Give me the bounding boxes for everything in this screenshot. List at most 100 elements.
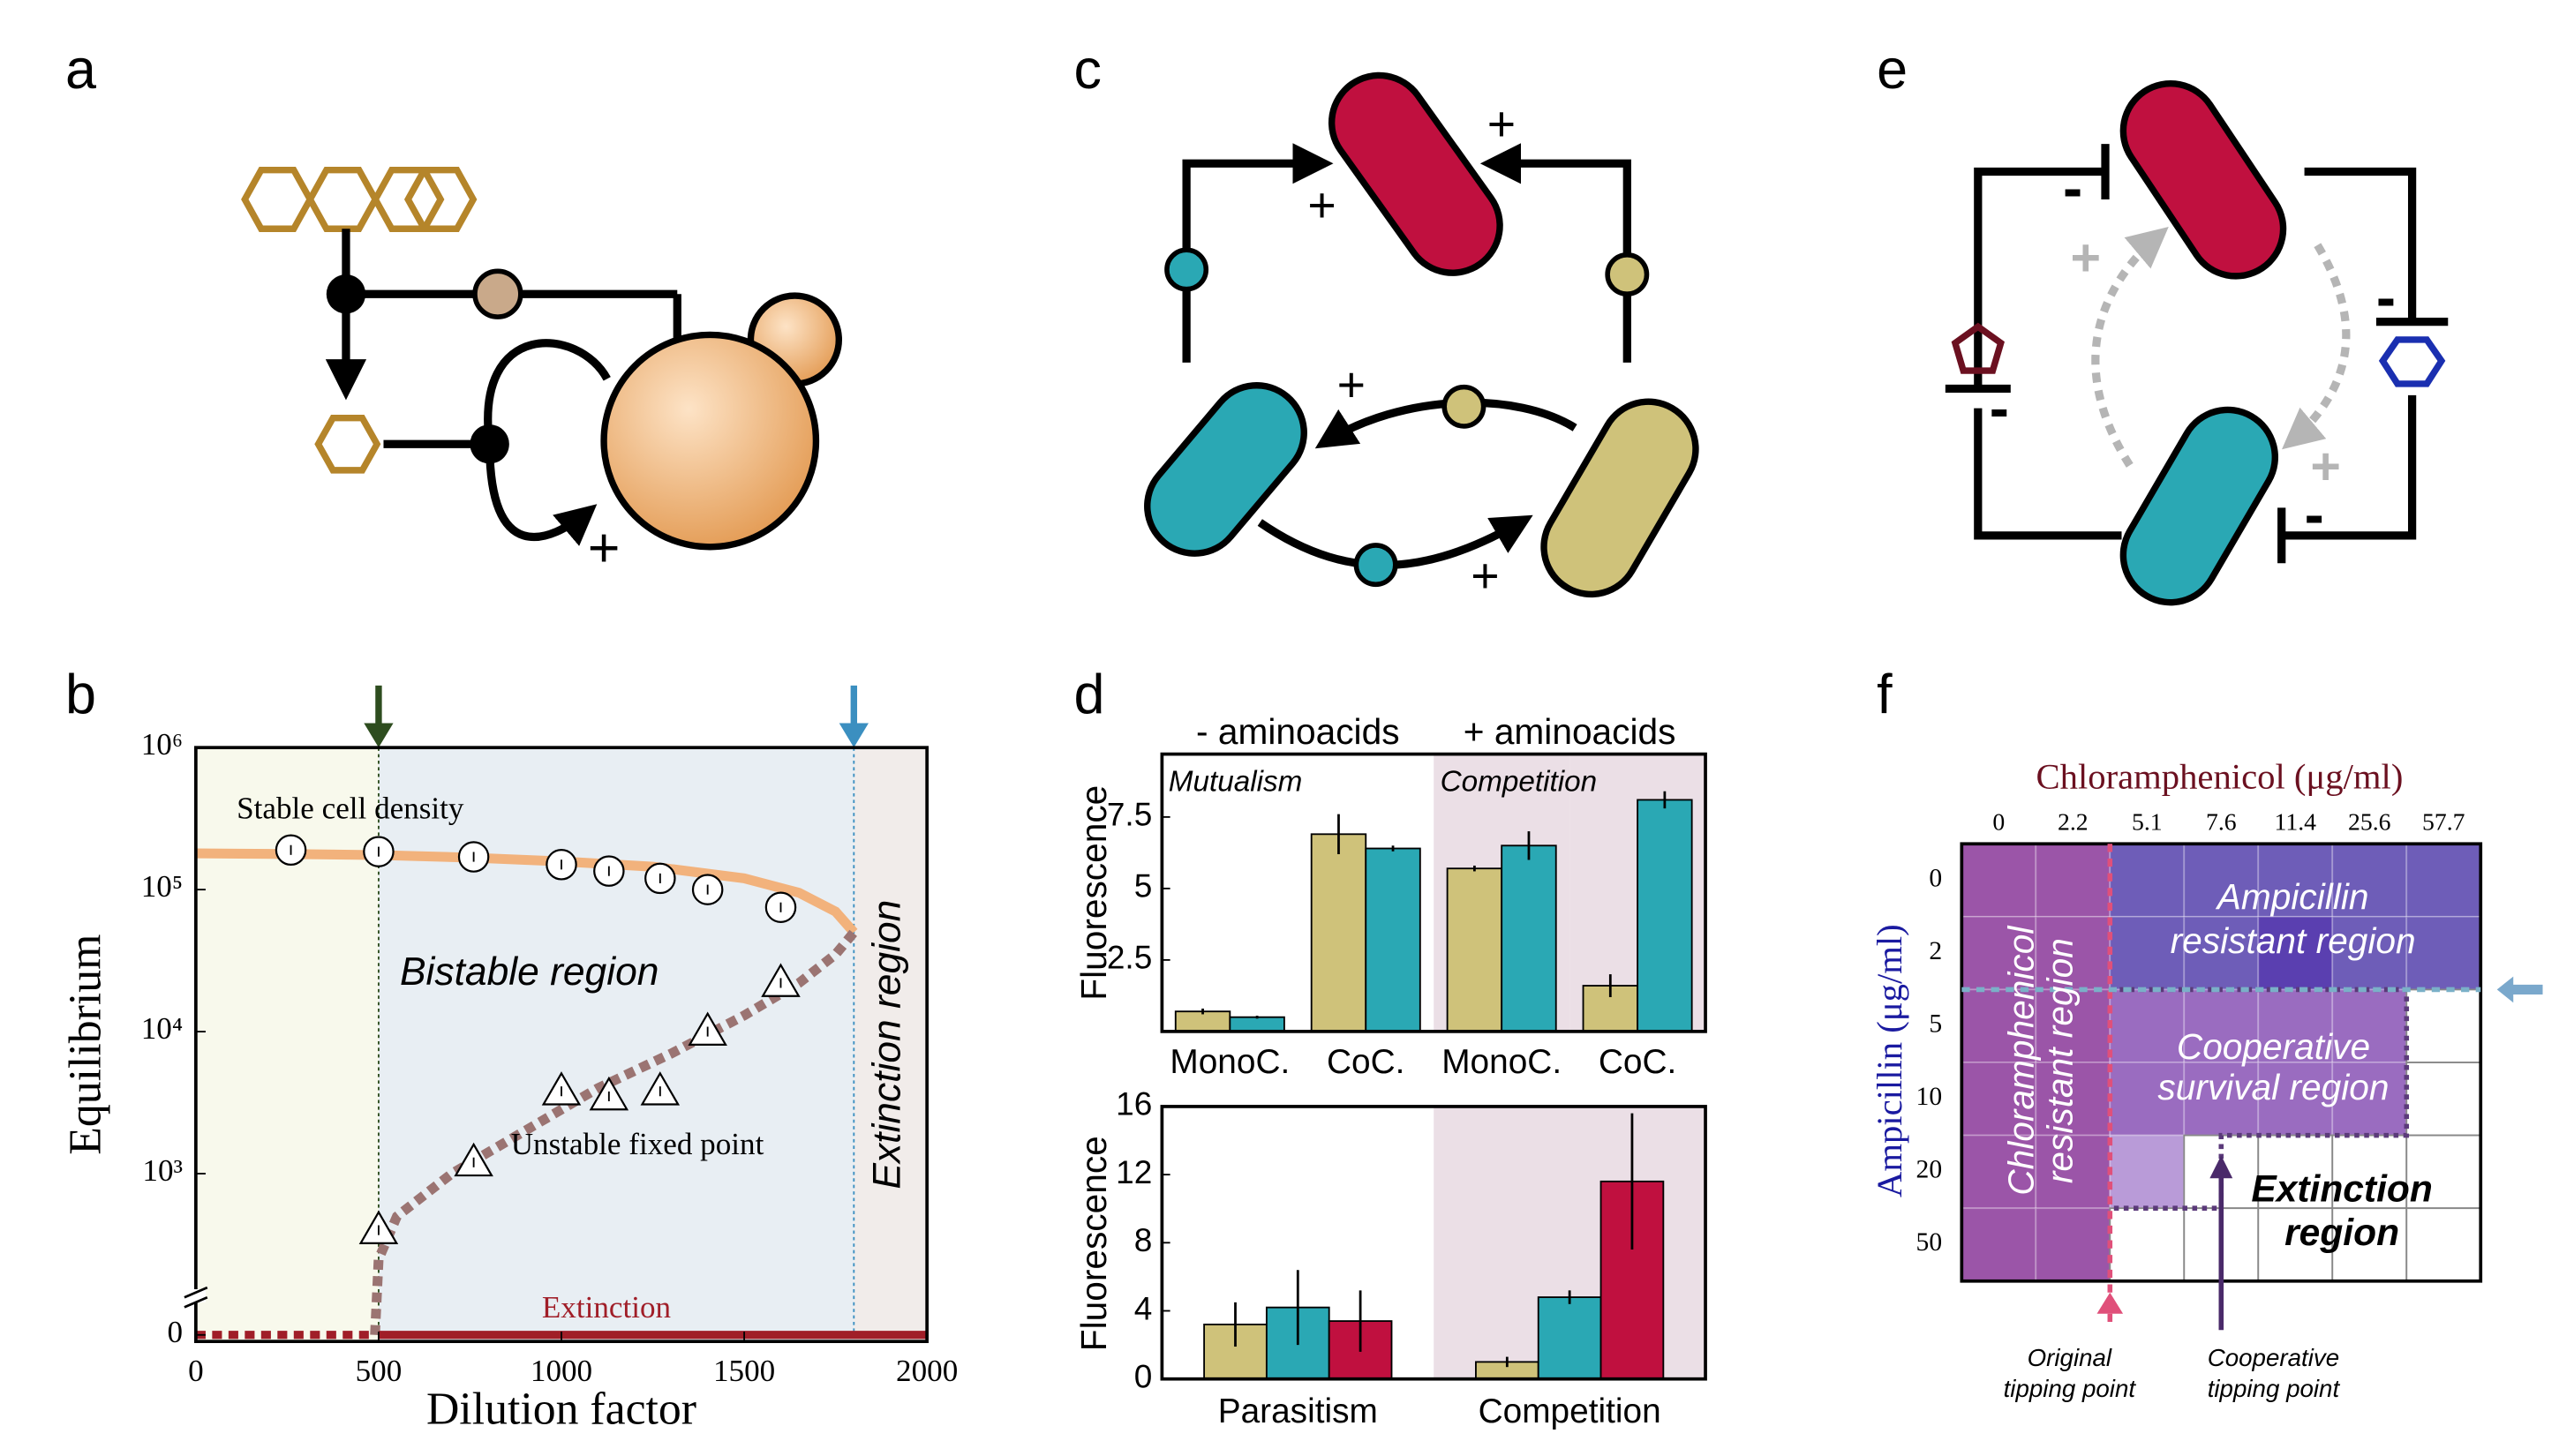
x-tick-label: Competition <box>1479 1392 1661 1430</box>
y-axis-label: Fluorescence <box>1073 785 1114 1001</box>
bar <box>1310 833 1367 1032</box>
sign: - <box>2305 483 2324 548</box>
x-tick-label: 0 <box>188 1354 204 1388</box>
grid-cell <box>2183 988 2260 1063</box>
y-tick-label: 7.5 <box>1107 797 1152 833</box>
y-tick-label: 2.5 <box>1107 940 1152 976</box>
cooperative-outline <box>2110 987 2410 1211</box>
y-tick-label: 10⁴ <box>141 1011 183 1046</box>
grid-cell <box>2109 915 2186 991</box>
annotation: Unstable fixed point <box>511 1127 764 1161</box>
diagram-e <box>1945 80 2449 606</box>
column-label: 5.1 <box>2132 807 2163 835</box>
grid-cell <box>2405 1062 2482 1137</box>
section-label: Mutualism <box>1169 766 1303 799</box>
row-label: 2 <box>1929 937 1942 965</box>
sign: + <box>2071 228 2102 287</box>
annotation: Bistable region <box>400 950 659 994</box>
original-tipping-arrow <box>2096 1292 2124 1314</box>
row-label: 10 <box>1916 1083 1943 1111</box>
sign: + <box>2310 437 2341 496</box>
section-label: Competition <box>1441 766 1598 799</box>
x-tick-label: CoC. <box>1327 1043 1404 1081</box>
sign: + <box>1487 96 1516 151</box>
diagram-c <box>1144 71 1699 598</box>
x-tick-label: 1000 <box>531 1354 592 1388</box>
bar <box>1229 1016 1285 1032</box>
grid-cell <box>1961 1134 2037 1210</box>
annotation: Stable cell density <box>237 791 464 825</box>
grid-cell <box>2109 843 2186 918</box>
bar <box>1174 1010 1231 1032</box>
grid-cell <box>2109 1062 2186 1137</box>
y-axis-label: Equilibrium <box>61 934 111 1155</box>
region <box>378 747 854 1342</box>
y-tick-label: 10⁵ <box>141 869 183 904</box>
y-tick-label: 8 <box>1134 1222 1153 1258</box>
region <box>854 747 928 1342</box>
grid-cell <box>2331 1062 2408 1137</box>
region-label: resistant region <box>2040 938 2081 1183</box>
grid-cell <box>2109 1134 2186 1210</box>
row-label: 20 <box>1916 1156 1943 1184</box>
grid-cell <box>2035 988 2111 1063</box>
region-label: Extinction <box>2251 1168 2433 1210</box>
diagram-a <box>241 166 843 551</box>
region-label: Cooperative <box>2177 1026 2370 1067</box>
x-axis-title: Chloramphenicol (μg/ml) <box>2036 756 2404 796</box>
row-label: 0 <box>1929 864 1942 892</box>
grid-cell <box>2035 1134 2111 1210</box>
x-tick-label: CoC. <box>1599 1043 1676 1081</box>
region-label: resistant region <box>2171 920 2416 961</box>
region-label: survival region <box>2157 1067 2389 1107</box>
threshold-arrow <box>2496 976 2543 1003</box>
grid-cell <box>2035 1207 2111 1282</box>
y-tick-label: 5 <box>1134 868 1153 904</box>
grid-cell <box>2405 843 2482 918</box>
column-label: 7.6 <box>2206 807 2237 835</box>
y-tick-label: 12 <box>1116 1154 1152 1190</box>
panel-label: d <box>1074 664 1105 725</box>
bar <box>1446 867 1503 1032</box>
group-label: - aminoacids <box>1196 711 1399 752</box>
row-label: 5 <box>1929 1010 1942 1039</box>
grid-cell <box>2183 1062 2260 1137</box>
column-label: 2.2 <box>2058 807 2089 835</box>
x-tick-label: MonoC. <box>1441 1043 1562 1081</box>
grid-cell <box>2257 988 2334 1063</box>
panel-label: b <box>65 664 96 725</box>
region-label: Ampicillin <box>2216 876 2369 917</box>
bar <box>1537 1296 1602 1380</box>
sign: + <box>1307 178 1336 233</box>
region-label: Chloramphenicol <box>2000 926 2041 1196</box>
y-tick-label: 10³ <box>142 1153 183 1188</box>
panel-label: a <box>65 39 96 101</box>
sign: - <box>1990 377 2009 442</box>
column-label: 25.6 <box>2348 807 2391 835</box>
grid-cell <box>2405 915 2482 991</box>
y-tick-label: 10⁶ <box>141 727 183 762</box>
annotation: tipping point <box>2004 1375 2137 1402</box>
panel-label: e <box>1877 39 1908 101</box>
sign: + <box>588 517 621 579</box>
axis-break <box>184 1286 208 1309</box>
grid-cell <box>2257 1134 2334 1210</box>
bar <box>1637 799 1693 1032</box>
grid-cell <box>1961 1062 2037 1137</box>
marker-arrow-head <box>364 723 394 748</box>
grid-cell <box>2405 988 2482 1063</box>
grid-cell <box>2035 843 2111 918</box>
x-axis-label: Dilution factor <box>426 1384 696 1434</box>
grid-cell <box>1961 843 2037 918</box>
y-tick-label: 16 <box>1116 1086 1152 1122</box>
annotation: Cooperative <box>2208 1344 2339 1371</box>
panel-label: c <box>1074 39 1102 101</box>
column-label: 0 <box>1992 807 2005 835</box>
group-label: + aminoacids <box>1464 711 1676 752</box>
series-line <box>370 929 858 1336</box>
y-axis-title: Ampicillin (μg/ml) <box>1870 924 1909 1197</box>
y-tick-label: 0 <box>168 1315 184 1349</box>
grid-cell <box>2257 1062 2334 1137</box>
panel-label: f <box>1877 664 1893 725</box>
x-tick-label: 500 <box>356 1354 403 1388</box>
